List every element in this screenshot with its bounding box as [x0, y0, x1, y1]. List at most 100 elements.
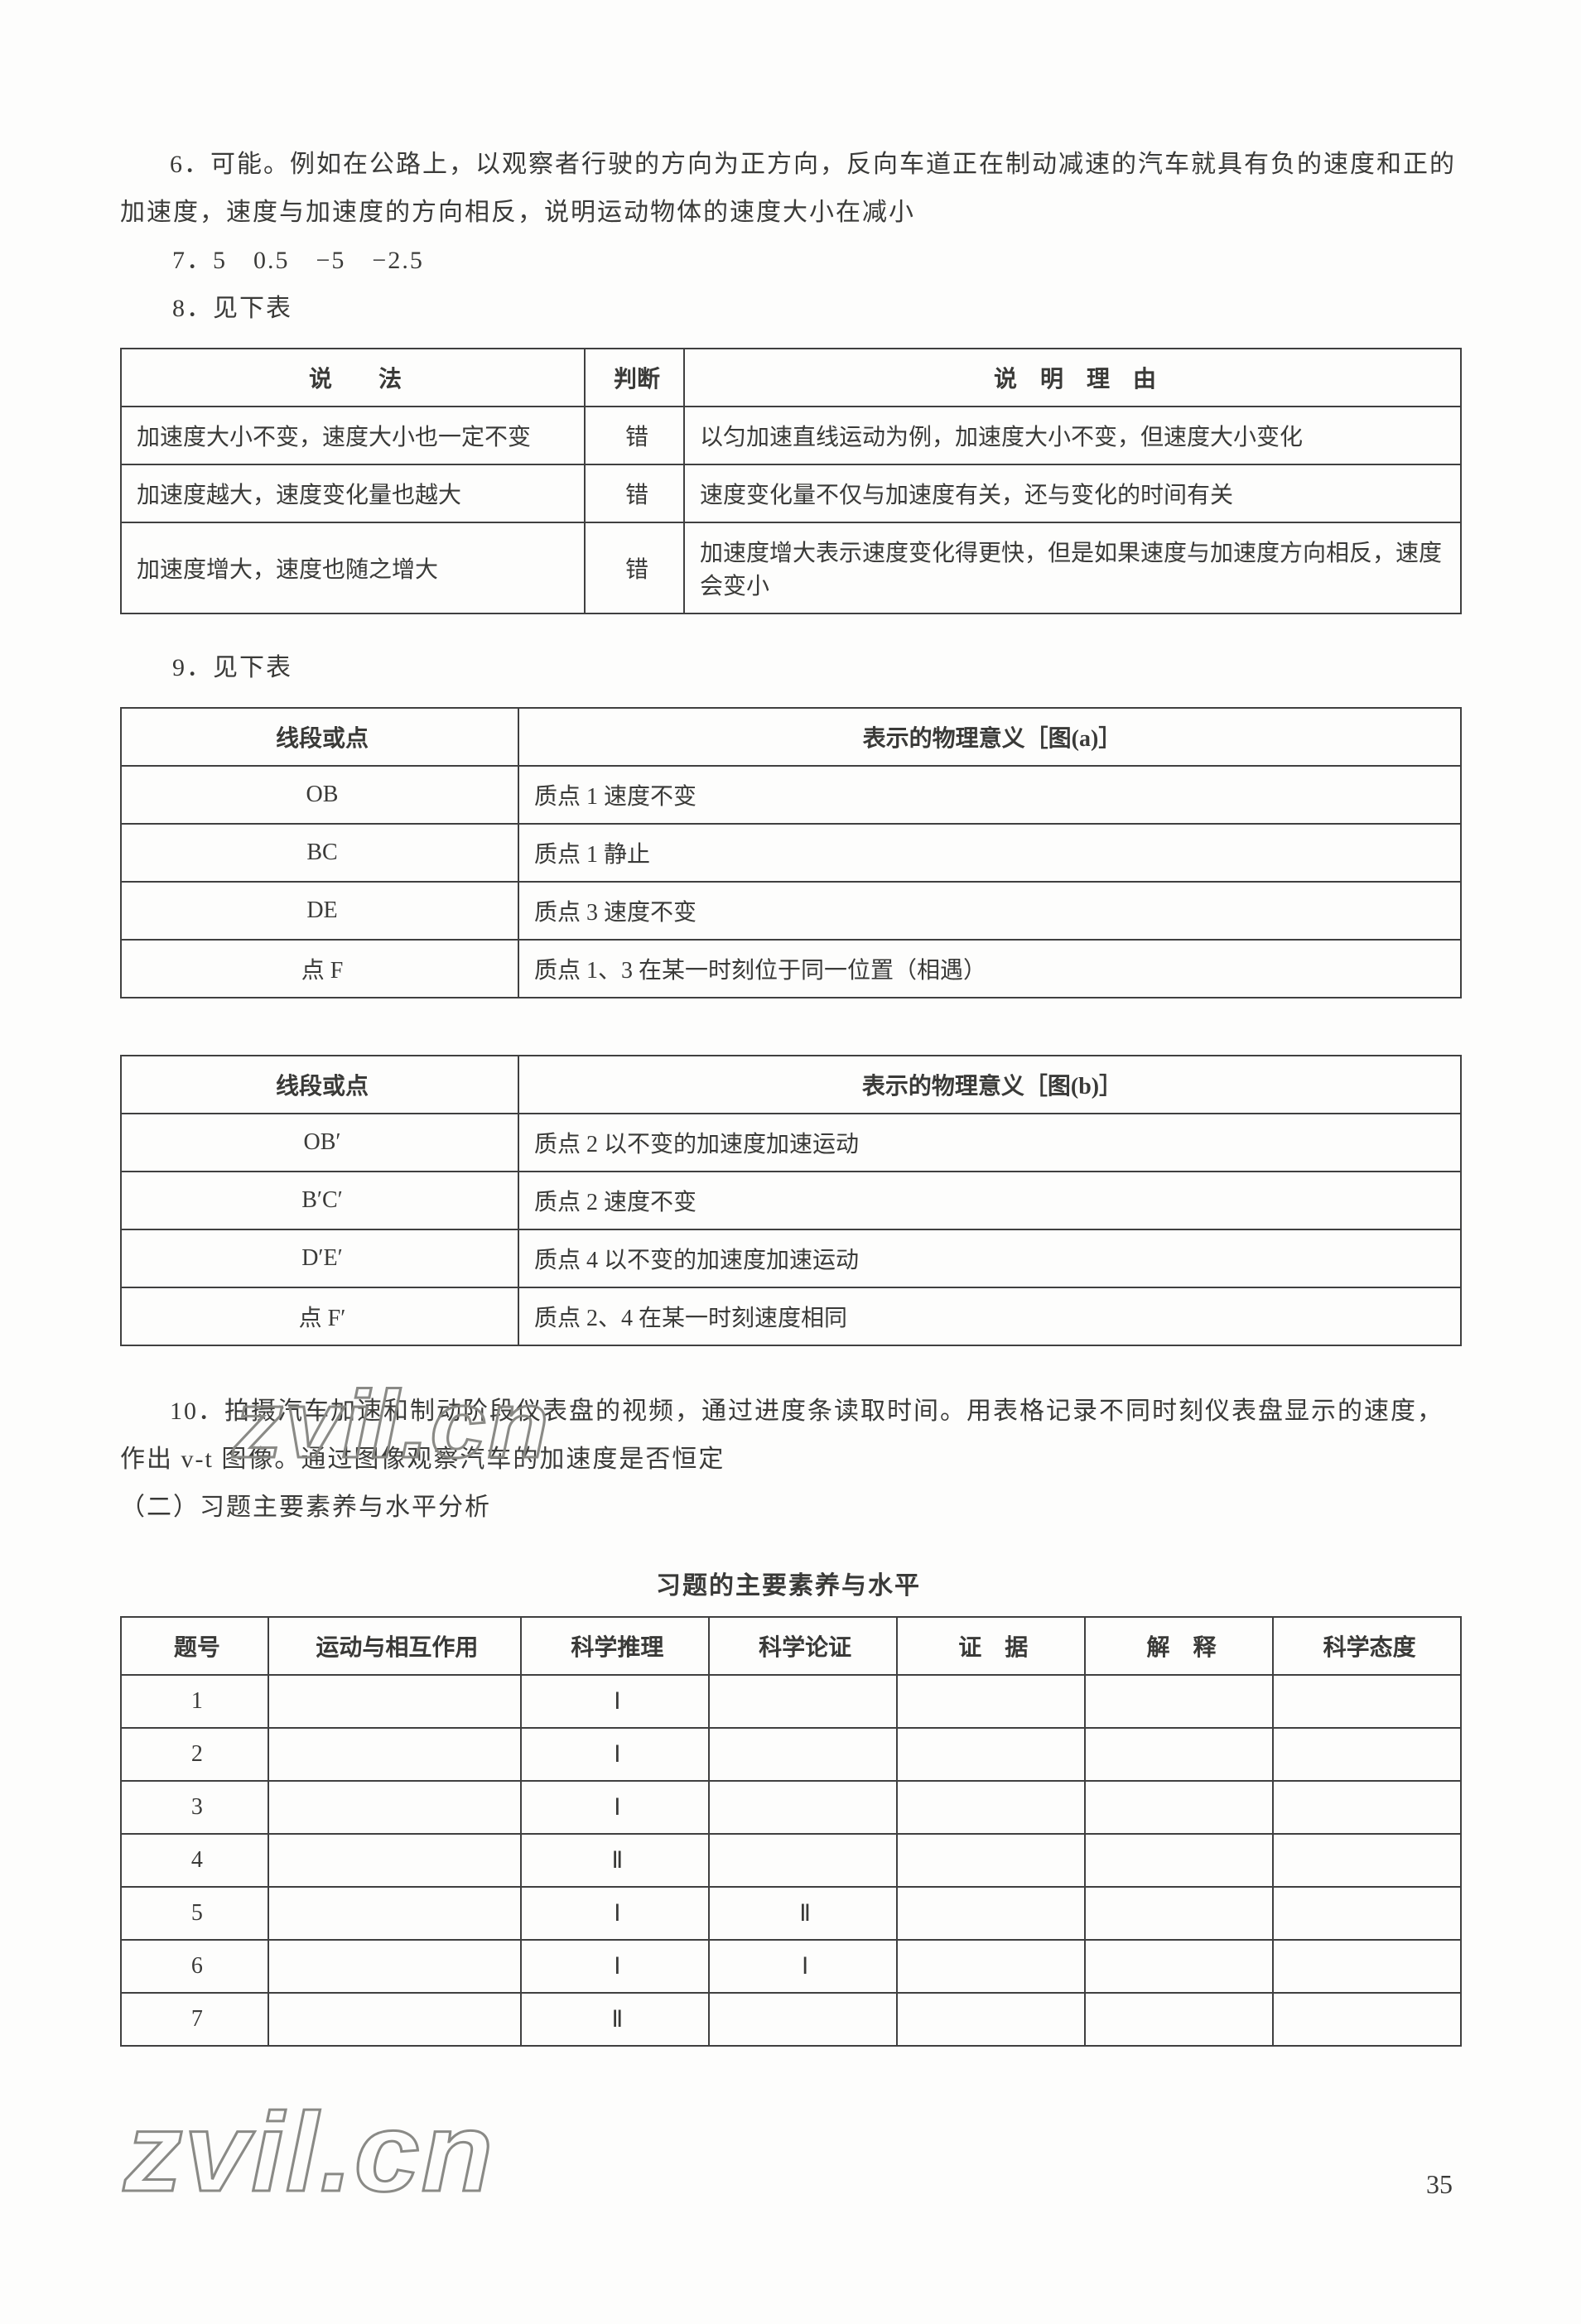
table-row: B′C′ 质点 2 速度不变: [121, 1172, 1461, 1229]
table-cell: [1273, 1887, 1461, 1940]
table-header: 线段或点: [121, 1056, 518, 1114]
table-q11: 题号 运动与相互作用 科学推理 科学论证 证 据 解 释 科学态度 1 Ⅰ 2 …: [120, 1616, 1462, 2047]
table-cell: [897, 1781, 1085, 1834]
table-cell: Ⅱ: [521, 1834, 709, 1887]
table-row: 点 F 质点 1、3 在某一时刻位于同一位置（相遇）: [121, 940, 1461, 998]
table-cell: [897, 1675, 1085, 1728]
table-cell: [709, 1834, 897, 1887]
table-cell: [1085, 1993, 1273, 2046]
table-header: 线段或点: [121, 708, 518, 766]
answer-9-text: 9．见下表: [172, 654, 292, 681]
table-cell: 加速度增大，速度也随之增大: [121, 522, 585, 613]
table-cell: 加速度增大表示速度变化得更快，但是如果速度与加速度方向相反，速度会变小: [684, 522, 1461, 613]
table-row: 说 法 判断 说 明 理 由: [121, 349, 1461, 407]
table-cell: [897, 1834, 1085, 1887]
table-cell: [268, 1993, 521, 2046]
table-header: 表示的物理意义［图(a)］: [518, 708, 1461, 766]
table-cell: Ⅱ: [709, 1887, 897, 1940]
answer-7: 7．5 0.5 −5 −2.5: [120, 237, 1457, 285]
table-header: 说 明 理 由: [684, 349, 1461, 407]
answer-7-text: 7．5 0.5 −5 −2.5: [172, 247, 424, 274]
table-row: 加速度增大，速度也随之增大 错 加速度增大表示速度变化得更快，但是如果速度与加速…: [121, 522, 1461, 613]
table-cell: [1085, 1834, 1273, 1887]
table11-title: 习题的主要素养与水平: [120, 1565, 1457, 1601]
table-header: 说 法: [121, 349, 585, 407]
table-cell: [1273, 1675, 1461, 1728]
answer-10: 10．拍摄汽车加速和制动阶段仪表盘的视频，通过进度条读取时间。用表格记录不同时刻…: [120, 1388, 1457, 1484]
page-root: 6．可能。例如在公路上，以观察者行驶的方向为正方向，反向车道正在制动减速的汽车就…: [0, 0, 1581, 2324]
table-header: 表示的物理意义［图(b)］: [518, 1056, 1461, 1114]
table-row: 线段或点 表示的物理意义［图(a)］: [121, 708, 1461, 766]
table-cell: 点 F: [121, 940, 518, 998]
table-cell: 2: [121, 1728, 268, 1781]
table-header: 解 释: [1085, 1617, 1273, 1675]
table-cell: Ⅱ: [521, 1993, 709, 2046]
table-cell: 5: [121, 1887, 268, 1940]
table-cell: DE: [121, 882, 518, 940]
table-cell: 质点 1 静止: [518, 824, 1461, 882]
table-cell: 加速度大小不变，速度大小也一定不变: [121, 407, 585, 464]
table-cell: [1085, 1887, 1273, 1940]
table-cell: [1273, 1993, 1461, 2046]
table-cell: [268, 1887, 521, 1940]
table-cell: Ⅰ: [521, 1940, 709, 1993]
table-header: 运动与相互作用: [268, 1617, 521, 1675]
table-row: 7 Ⅱ: [121, 1993, 1461, 2046]
watermark-icon: zvil.cn: [123, 2088, 494, 2216]
table-cell: 错: [585, 464, 684, 522]
table-row: 点 F′ 质点 2、4 在某一时刻速度相同: [121, 1287, 1461, 1345]
table-cell: D′E′: [121, 1229, 518, 1287]
table-row: 3 Ⅰ: [121, 1781, 1461, 1834]
table-cell: [268, 1834, 521, 1887]
table-cell: 点 F′: [121, 1287, 518, 1345]
table11-title-text: 习题的主要素养与水平: [656, 1572, 921, 1600]
answer-6: 6．可能。例如在公路上，以观察者行驶的方向为正方向，反向车道正在制动减速的汽车就…: [120, 141, 1457, 237]
table-row: 1 Ⅰ: [121, 1675, 1461, 1728]
table-header: 科学推理: [521, 1617, 709, 1675]
table-cell: 质点 1、3 在某一时刻位于同一位置（相遇）: [518, 940, 1461, 998]
answer-6-text: 6．可能。例如在公路上，以观察者行驶的方向为正方向，反向车道正在制动减速的汽车就…: [120, 151, 1456, 226]
page-number: 35: [1426, 2169, 1453, 2200]
table-cell: Ⅰ: [521, 1887, 709, 1940]
table-row: 题号 运动与相互作用 科学推理 科学论证 证 据 解 释 科学态度: [121, 1617, 1461, 1675]
table-cell: [897, 1993, 1085, 2046]
table-row: OB′ 质点 2 以不变的加速度加速运动: [121, 1114, 1461, 1172]
table-q8: 说 法 判断 说 明 理 由 加速度大小不变，速度大小也一定不变 错 以匀加速直…: [120, 348, 1462, 614]
answer-10-text: 10．拍摄汽车加速和制动阶段仪表盘的视频，通过进度条读取时间。用表格记录不同时刻…: [120, 1398, 1444, 1473]
table-cell: [1273, 1728, 1461, 1781]
table-cell: OB′: [121, 1114, 518, 1172]
table-row: 4 Ⅱ: [121, 1834, 1461, 1887]
table-cell: [268, 1675, 521, 1728]
table-cell: 速度变化量不仅与加速度有关，还与变化的时间有关: [684, 464, 1461, 522]
table-cell: [268, 1728, 521, 1781]
table-row: 加速度大小不变，速度大小也一定不变 错 以匀加速直线运动为例，加速度大小不变，但…: [121, 407, 1461, 464]
table-header: 判断: [585, 349, 684, 407]
table-cell: 质点 2 以不变的加速度加速运动: [518, 1114, 1461, 1172]
section-2-text: （二）习题主要素养与水平分析: [120, 1494, 491, 1521]
table-header: 科学论证: [709, 1617, 897, 1675]
table-cell: 错: [585, 522, 684, 613]
table-cell: [709, 1781, 897, 1834]
table-cell: [709, 1675, 897, 1728]
table-cell: 错: [585, 407, 684, 464]
table-cell: 3: [121, 1781, 268, 1834]
table-header: 证 据: [897, 1617, 1085, 1675]
table-cell: [897, 1940, 1085, 1993]
table-cell: 4: [121, 1834, 268, 1887]
table-row: 2 Ⅰ: [121, 1728, 1461, 1781]
table-cell: [1085, 1675, 1273, 1728]
table-cell: OB: [121, 766, 518, 824]
table-cell: [1273, 1834, 1461, 1887]
table-cell: B′C′: [121, 1172, 518, 1229]
table-q9a: 线段或点 表示的物理意义［图(a)］ OB 质点 1 速度不变 BC 质点 1 …: [120, 707, 1462, 998]
table-cell: Ⅰ: [521, 1675, 709, 1728]
table-row: 线段或点 表示的物理意义［图(b)］: [121, 1056, 1461, 1114]
table-header: 题号: [121, 1617, 268, 1675]
table-cell: 质点 1 速度不变: [518, 766, 1461, 824]
table-cell: 加速度越大，速度变化量也越大: [121, 464, 585, 522]
table-cell: 质点 2、4 在某一时刻速度相同: [518, 1287, 1461, 1345]
table-cell: 质点 3 速度不变: [518, 882, 1461, 940]
table-header: 科学态度: [1273, 1617, 1461, 1675]
table-cell: [1085, 1940, 1273, 1993]
table-cell: [1085, 1781, 1273, 1834]
